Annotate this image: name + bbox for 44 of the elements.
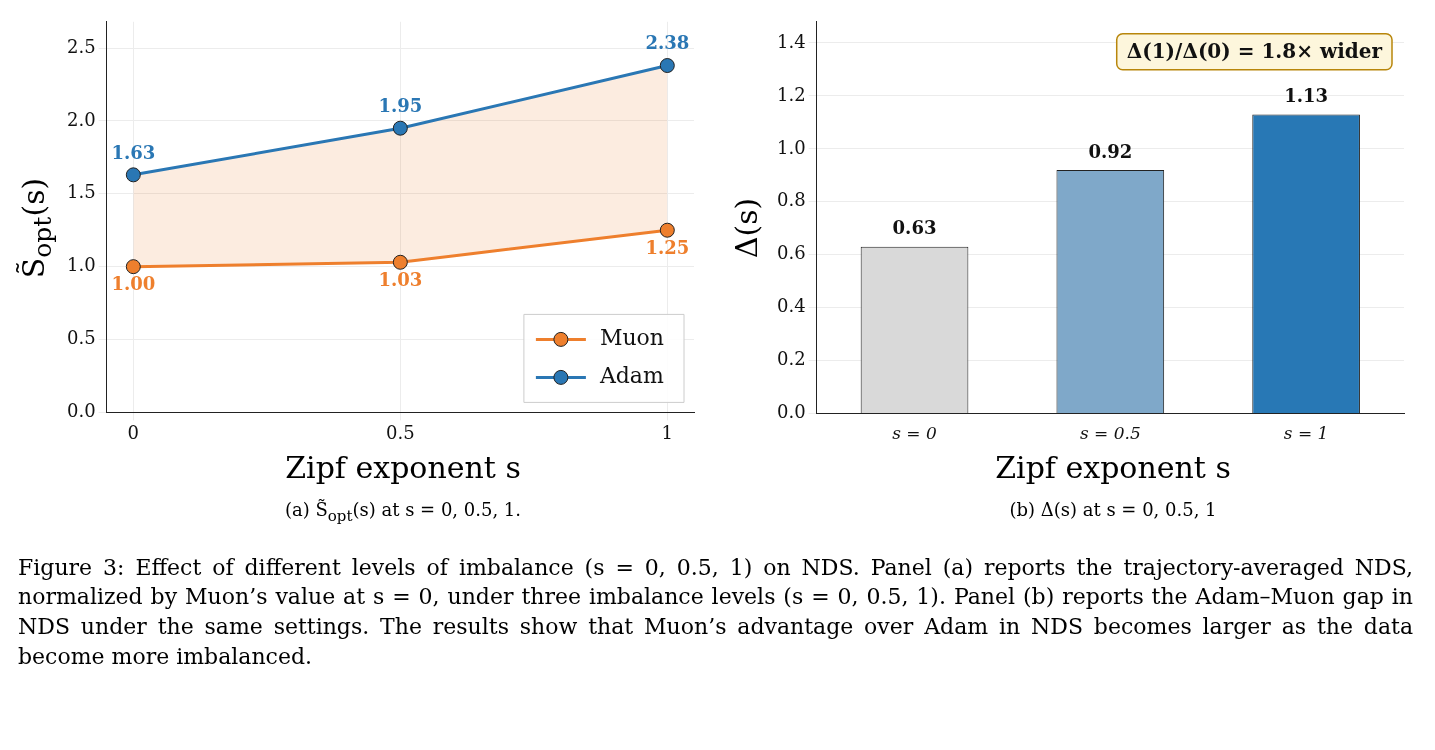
y-tick-label: 1.2 (776, 83, 806, 105)
x-tick-label: 1 (661, 421, 674, 443)
data-label: 1.13 (1284, 85, 1329, 107)
caption: Figure 3: Effect of different levels of imbalance (s = 0, 0.5, 1) on NDS. Panel (a) reports the trajectory-averaged NDS, normalized by Muon’s value at s = 0, under three imbalance levels (s = 0, 0.5, 1). Panel (b) reports the Adam–Muon gap in NDS under the same settings. The results show that Muon’s advantage over Adam in NDS becomes larger as the data become more imbalanced. (17, 553, 1414, 671)
point (659, 58, 675, 74)
legend-label: Muon (599, 325, 664, 351)
y-tick-label: 0.8 (776, 189, 806, 211)
data-label: 0.63 (892, 217, 937, 239)
y-tick-label: 2.5 (66, 35, 96, 57)
data-label: 1.63 (111, 141, 156, 163)
x-axis-title: Zipf exponent s (994, 450, 1232, 485)
point (392, 120, 408, 136)
x-tick-label: s = 0.5 (1079, 423, 1141, 444)
point (125, 259, 141, 275)
text: (b) Δ(s) at s = 0, 0.5, 1 (1008, 499, 1218, 520)
point (125, 167, 141, 183)
y-tick-label: 0.2 (776, 348, 806, 370)
text: (a) S̃$_{opt}$(s) at s = 0, 0.5, 1. (283, 499, 523, 525)
y-tick-label: 1.0 (776, 136, 806, 158)
data-label: 1.00 (111, 273, 156, 295)
y-axis-title: Δ(s) (728, 197, 764, 259)
y-tick-label: 1.0 (66, 254, 96, 276)
y-tick-label: 2.0 (66, 108, 96, 130)
x-axis-title: Zipf exponent s (284, 450, 522, 485)
legend-label: Adam (598, 363, 664, 389)
data-label: 1.03 (378, 268, 423, 290)
x-tick-label: s = 1 (1283, 423, 1329, 444)
data-label: 2.38 (645, 32, 690, 54)
x-tick-label: 0.5 (385, 421, 415, 443)
data-label: 0.92 (1088, 140, 1133, 162)
point (659, 222, 675, 238)
y-tick-label: 1.5 (66, 181, 96, 203)
point (392, 254, 408, 270)
x-tick-label: 0 (127, 421, 140, 443)
y-tick-label: 0.0 (776, 401, 806, 423)
data-label: 1.25 (645, 236, 690, 258)
y-tick-label: 0.5 (66, 327, 96, 349)
x-tick-label: s = 0 (892, 423, 937, 444)
y-tick-label: 0.4 (776, 295, 806, 317)
y-tick-label: 1.4 (776, 30, 806, 52)
y-tick-label: 0.0 (66, 400, 96, 422)
data-label: 1.95 (378, 94, 423, 116)
annotation: Δ(1)/Δ(0) = 1.8× wider (1126, 39, 1383, 63)
y-tick-label: 0.6 (776, 242, 806, 264)
